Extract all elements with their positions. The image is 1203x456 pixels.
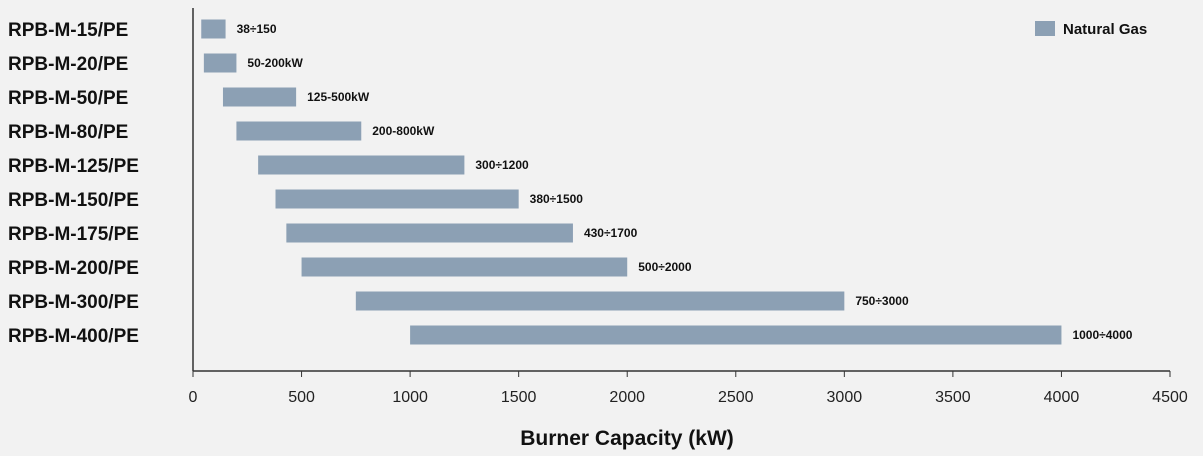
x-tick-label: 4000 xyxy=(1044,389,1080,406)
x-tick-label: 2500 xyxy=(718,389,754,406)
data-label: 380÷1500 xyxy=(530,192,584,206)
x-tick-label: 4500 xyxy=(1152,389,1188,406)
range-bar xyxy=(222,87,297,107)
x-axis-title: Burner Capacity (kW) xyxy=(520,427,734,450)
category-label: RPB-M-125/PE xyxy=(8,156,139,177)
data-label: 300÷1200 xyxy=(475,158,529,172)
category-labels: RPB-M-15/PE RPB-M-20/PE RPB-M-50/PE RPB-M-8… xyxy=(8,20,139,347)
category-label: RPB-M-80/PE xyxy=(8,122,128,143)
range-bar xyxy=(236,121,362,141)
range-bar xyxy=(275,189,519,209)
x-tick-label: 1000 xyxy=(392,389,428,406)
category-label: RPB-M-200/PE xyxy=(8,258,139,279)
range-bar xyxy=(355,291,845,311)
x-tick-label: 1500 xyxy=(501,389,537,406)
x-tick-label: 500 xyxy=(288,389,315,406)
x-axis-ticks: 0 500 1000 1500 2000 2500 3000 3500 4000 4500 xyxy=(189,371,1188,406)
range-bar xyxy=(410,325,1062,345)
range-bar xyxy=(258,155,465,175)
data-label: 1000÷4000 xyxy=(1072,328,1132,342)
data-labels: 38÷150 50-200kW 125-500kW 200-800kW 300÷1200… xyxy=(237,22,1133,342)
x-tick-label: 3000 xyxy=(827,389,863,406)
axes xyxy=(192,8,1170,372)
x-tick-label: 0 xyxy=(189,389,198,406)
range-bar xyxy=(301,257,628,277)
x-tick-label: 3500 xyxy=(935,389,971,406)
category-label: RPB-M-20/PE xyxy=(8,54,128,75)
data-label: 750÷3000 xyxy=(855,294,909,308)
legend-swatch xyxy=(1035,21,1055,36)
category-label: RPB-M-300/PE xyxy=(8,292,139,313)
range-bar xyxy=(203,53,237,73)
data-label: 500÷2000 xyxy=(638,260,692,274)
category-label: RPB-M-400/PE xyxy=(8,326,139,347)
category-label: RPB-M-50/PE xyxy=(8,88,128,109)
data-label: 38÷150 xyxy=(237,22,277,36)
data-label: 200-800kW xyxy=(372,124,435,138)
legend: Natural Gas xyxy=(1035,21,1147,38)
x-tick-label: 2000 xyxy=(609,389,645,406)
data-label: 50-200kW xyxy=(247,56,303,70)
category-label: RPB-M-150/PE xyxy=(8,190,139,211)
category-label: RPB-M-175/PE xyxy=(8,224,139,245)
range-bar xyxy=(201,19,226,39)
bars xyxy=(201,19,1062,345)
data-label: 125-500kW xyxy=(307,90,370,104)
range-bar xyxy=(286,223,573,243)
legend-label-natural-gas: Natural Gas xyxy=(1063,21,1147,38)
data-label: 430÷1700 xyxy=(584,226,638,240)
category-label: RPB-M-15/PE xyxy=(8,20,128,41)
